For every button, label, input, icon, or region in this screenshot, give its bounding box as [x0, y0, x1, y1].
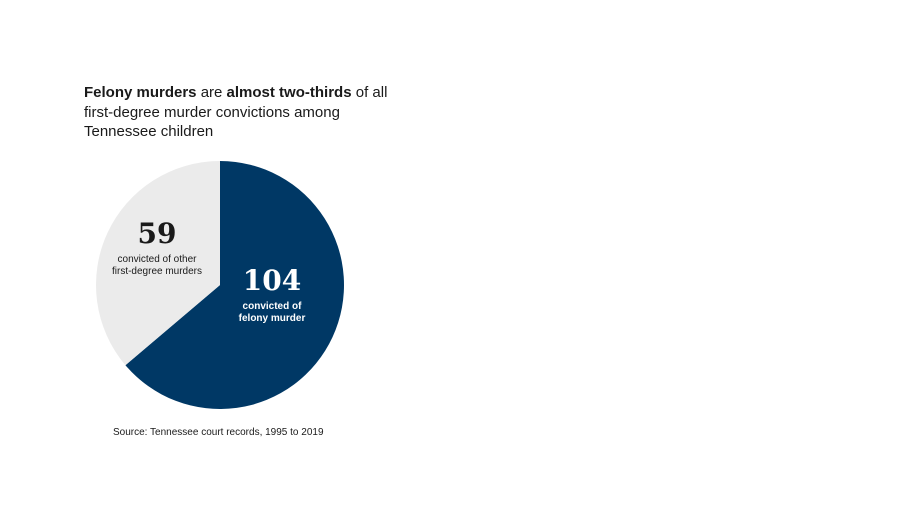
title-part-1: are	[196, 84, 227, 101]
title-part-3: of all first-degree murder convictions a…	[84, 84, 388, 140]
title-part-2: almost two-thirds	[226, 84, 352, 101]
slice-text-label-0-1: felony murder	[239, 313, 306, 324]
title-part-0: Felony murders	[84, 84, 197, 101]
slice-text-label-1-0: convicted of other	[118, 254, 198, 265]
slice-text-label-0-0: convicted of	[243, 301, 303, 312]
chart-title: Felony murders are almost two-thirds of …	[84, 83, 404, 142]
slice-text-label-1-1: first-degree murders	[112, 266, 202, 277]
slice-value-label-1: 59	[138, 217, 177, 250]
pie-slice-0	[125, 161, 345, 410]
slice-value-label-0: 104	[243, 264, 301, 297]
source-note: Source: Tennessee court records, 1995 to…	[113, 427, 324, 438]
pie-slice-1	[95, 161, 220, 366]
